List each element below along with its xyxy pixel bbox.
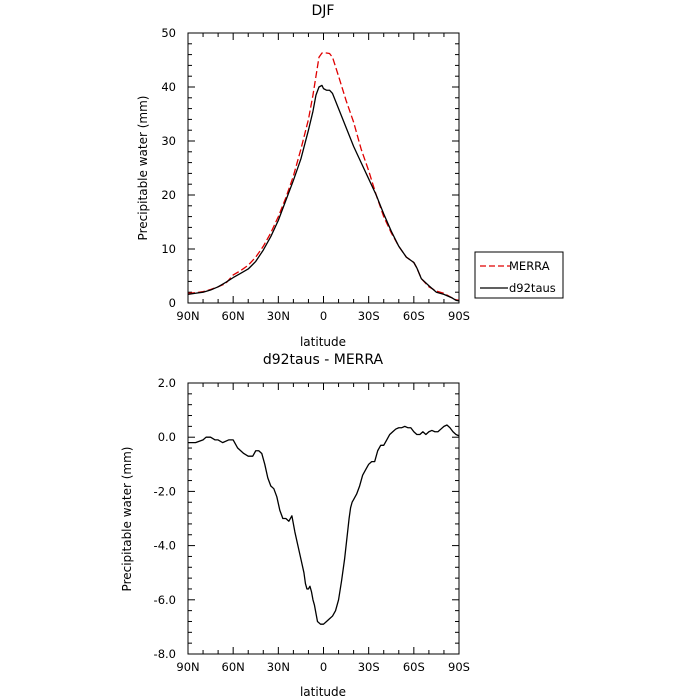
y-tick-label: -2.0 (154, 484, 176, 498)
top-panel-title: DJF (312, 3, 335, 19)
legend-box (474, 251, 564, 299)
bottom-panel-frame (187, 382, 460, 655)
x-tick-label: 90S (448, 309, 470, 323)
x-tick-label: 60S (403, 660, 425, 674)
x-tick-label: 90N (176, 660, 199, 674)
top-panel-ylabel: Precipitable water (mm) (136, 96, 150, 241)
x-tick-label: 30N (267, 660, 290, 674)
bottom-panel-ticks: 90N 60N 30N 0 30S 60S 90S 2.0 0.0 -2.0 -4.0 -6.0 -8.… (154, 376, 470, 674)
bottom-panel-title: d92taus - MERRA (263, 352, 384, 368)
bottom-panel-lines (188, 424, 460, 625)
top-panel-frame (187, 32, 460, 304)
y-tick-label: -4.0 (154, 539, 176, 553)
x-tick-label: 30S (358, 660, 380, 674)
top-panel-xlabel: latitude (300, 335, 346, 349)
x-tick-label: 60S (403, 309, 425, 323)
series-line-merra (187, 52, 460, 301)
x-tick-label: 90N (176, 309, 199, 323)
series-line-difference (188, 424, 460, 625)
legend-label-merra: MERRA (509, 259, 550, 273)
y-tick-label: -6.0 (154, 593, 176, 607)
x-tick-label: 0 (320, 309, 327, 323)
x-tick-label: 60N (222, 309, 245, 323)
y-tick-label: 10 (161, 242, 176, 256)
top-panel-ticks: 90N 60N 30N 0 30S 60S 90S 0 10 20 30 40 50 (161, 26, 470, 323)
x-tick-label: 60N (222, 660, 245, 674)
x-tick-label: 90S (448, 660, 470, 674)
bottom-panel-xlabel: latitude (300, 685, 346, 699)
legend: MERRA d92taus (474, 251, 564, 299)
y-tick-label: 0.0 (158, 430, 176, 444)
legend-label-d92taus: d92taus (509, 281, 556, 295)
bottom-panel-ylabel: Precipitable water (mm) (120, 447, 134, 592)
y-tick-label: -8.0 (154, 647, 176, 661)
top-panel-lines (187, 52, 460, 302)
x-tick-label: 30N (267, 309, 290, 323)
y-tick-label: 40 (161, 80, 176, 94)
y-tick-label: 30 (161, 134, 176, 148)
bottom-panel: d92taus - MERRA Precipitable water (mm) … (120, 352, 470, 699)
top-panel: DJF Precipitable water (mm) latitude 90N… (136, 3, 470, 349)
x-tick-label: 30S (358, 309, 380, 323)
y-tick-label: 20 (161, 188, 176, 202)
x-tick-label: 0 (320, 660, 327, 674)
y-tick-label: 2.0 (158, 376, 176, 390)
y-tick-label: 0 (169, 296, 176, 310)
y-tick-label: 50 (161, 26, 176, 40)
series-line-d92taus (187, 84, 460, 302)
